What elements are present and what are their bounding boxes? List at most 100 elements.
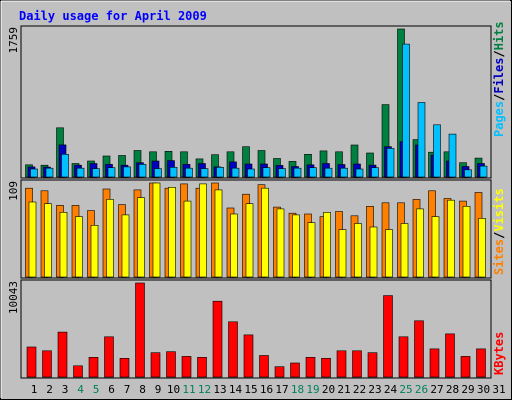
legend-files: Files [492, 58, 506, 94]
x-tick-label: 27 [430, 383, 443, 396]
visits-bar [106, 199, 114, 278]
kbytes-bar [42, 350, 52, 378]
visits-bar [354, 223, 362, 278]
ymax-label-sites: 109 [7, 181, 20, 201]
kbytes-bar [445, 333, 455, 378]
visits-bar [292, 214, 300, 278]
pages-bar [464, 169, 472, 178]
pages-bar [138, 164, 147, 178]
pages-bar [169, 167, 178, 178]
visits-bar [478, 218, 486, 278]
visits-bar [338, 229, 347, 278]
kbytes-bar [305, 356, 316, 378]
pages-bar [45, 167, 54, 178]
x-tick-label: 12 [198, 383, 211, 396]
visits-bar [369, 226, 378, 278]
legend-sep-3: / [492, 232, 506, 239]
x-tick-label: 28 [446, 383, 459, 396]
kbytes-bar [429, 348, 440, 378]
x-tick-label: 15 [244, 383, 257, 396]
visits-bar [137, 197, 145, 278]
legend-pages: Pages [492, 101, 506, 137]
x-tick-label: 21 [337, 383, 350, 396]
pages-bar [30, 168, 38, 178]
visits-bar [152, 182, 161, 278]
pages-bar [154, 168, 162, 178]
legend-sep-2: / [492, 50, 506, 57]
kbytes-bar [88, 356, 99, 378]
visits-bar [168, 187, 176, 278]
x-axis-labels: 1 2 3 4 5 6 7 8 9 10 11 12 13 14 15 16 17 18 19 20 21 22 23 24 2… [31, 383, 506, 396]
visits-bar [307, 222, 316, 278]
pages-bar [448, 133, 457, 178]
visits-bar [400, 223, 409, 278]
pages-bar [355, 168, 364, 178]
kbytes-bar [259, 355, 269, 378]
pages-bar [123, 166, 131, 178]
pages-bar [340, 167, 348, 178]
visits-bar [59, 212, 68, 278]
visits-bar [462, 206, 471, 278]
legend-middle: Sites/Visits [492, 188, 506, 275]
pages-bar [402, 43, 410, 178]
ymax-label-hits: 1759 [7, 27, 20, 54]
kbytes-bar [119, 357, 130, 378]
kbytes-bar [228, 321, 238, 378]
kbytes-bar [26, 346, 37, 378]
x-tick-label: 16 [260, 383, 273, 396]
bars-layer [25, 28, 488, 378]
visits-bar [28, 201, 37, 278]
kbytes-bar [383, 295, 393, 378]
x-tick-label: 20 [322, 383, 335, 396]
pages-bar [61, 154, 69, 178]
visits-bar [385, 229, 393, 278]
x-tick-label: 14 [229, 383, 243, 396]
kbytes-bar [336, 350, 347, 378]
kbytes-bar [352, 350, 362, 378]
x-tick-label: 17 [275, 383, 288, 396]
panel-hits [20, 25, 492, 179]
kbytes-bar [414, 320, 424, 378]
x-tick-label: 11 [182, 383, 195, 396]
chart-title: Daily usage for April 2009 [19, 9, 207, 23]
pages-bar [309, 167, 317, 178]
pages-bar [262, 167, 271, 178]
x-tick-label: 13 [213, 383, 226, 396]
kbytes-bar [57, 331, 68, 378]
legend-kbytes: KBytes [492, 332, 506, 375]
visits-bar [261, 187, 269, 278]
x-tick-label: 31 [492, 383, 505, 396]
visits-bar [90, 225, 99, 278]
x-tick-label: 29 [461, 383, 474, 396]
x-tick-label: 5 [93, 383, 100, 396]
kbytes-bar [321, 357, 331, 378]
visits-bar [276, 208, 285, 278]
kbytes-bar [104, 336, 114, 378]
pages-bar [293, 167, 302, 178]
kbytes-bar [212, 300, 223, 378]
visits-bar [44, 203, 52, 278]
x-tick-label: 25 [399, 383, 412, 396]
kbytes-bar [243, 334, 254, 378]
visits-bar [199, 183, 207, 278]
legend-hits: Hits [492, 21, 506, 50]
visits-bar [431, 216, 440, 278]
panel-sites [20, 179, 492, 279]
pages-bar [231, 167, 240, 178]
visits-bar [230, 213, 238, 278]
visits-bar [75, 216, 83, 278]
kbytes-bar [150, 352, 161, 378]
ymax-label-kbytes: 10043 [7, 281, 20, 314]
pages-bar [417, 102, 426, 178]
x-tick-label: 19 [306, 383, 319, 396]
visits-bar [416, 208, 424, 278]
pages-bar [371, 167, 379, 178]
visits-bar [323, 212, 331, 278]
x-tick-label: 7 [124, 383, 131, 396]
x-tick-label: 4 [77, 383, 84, 396]
pages-bar [185, 167, 193, 178]
pages-bar [216, 167, 224, 178]
pages-bar [386, 148, 395, 178]
x-tick-label: 18 [291, 383, 304, 396]
